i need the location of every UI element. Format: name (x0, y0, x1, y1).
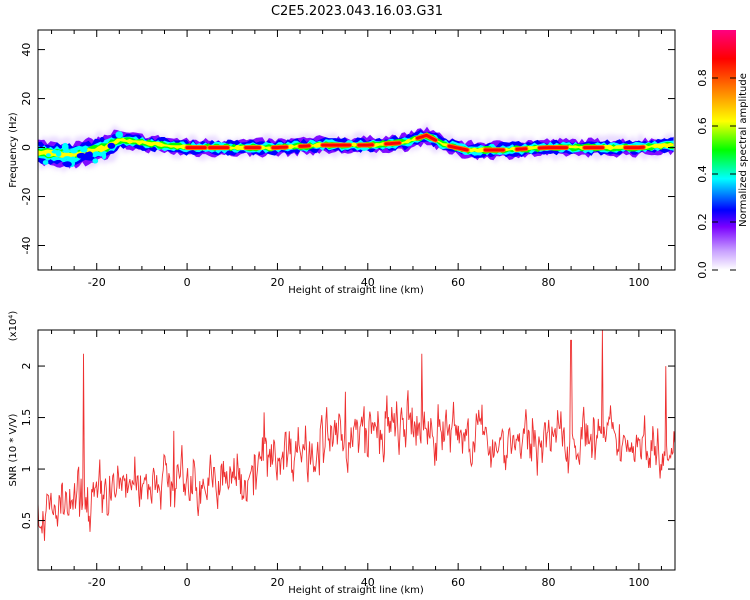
spectrogram-frame (37, 29, 676, 271)
snr-xlabel: Height of straight line (km) (288, 585, 424, 596)
spectrogram-y-tick-label: 0 (20, 144, 33, 151)
spectrogram-ylabel: Frequency (Hz) (8, 112, 19, 188)
spectrogram-x-tick-label: 60 (451, 276, 465, 289)
spectrogram-x-tick-label: 40 (361, 276, 375, 289)
spectrogram-blob (45, 153, 51, 158)
spectrogram-blob (92, 158, 99, 164)
colorbar-tick-label: 0.2 (696, 213, 709, 231)
snr-y-tick-label: 2 (20, 363, 33, 370)
spectrogram-blob (99, 136, 105, 143)
spectrogram-peak-band (447, 144, 469, 152)
spectrogram-blob (101, 152, 107, 160)
spectrogram-contour-5 (38, 134, 674, 158)
snr-x-tick-label: -20 (88, 576, 106, 589)
spectrogram-x-tick-label: 80 (542, 276, 556, 289)
spectrogram-blob (61, 142, 69, 151)
spectrogram-y-tick-label: -20 (20, 188, 33, 206)
colorbar-label: Normalized spectral amplitude (738, 73, 749, 227)
spectrogram-peak-band (384, 141, 401, 146)
snr-y-tick-label: 0.5 (20, 512, 33, 530)
spectrogram-y-tick-label: 20 (20, 92, 33, 106)
spectrogram-blob (92, 151, 101, 157)
spectrogram-ticks: -20 0 20 40 60 80 100 -40 -20 0 20 40 (20, 30, 675, 289)
colorbar-ticks: 0.0 0.2 0.4 0.6 0.8 (696, 69, 736, 279)
snr-x-tick-label: 100 (628, 576, 649, 589)
spectrogram-blob (115, 131, 123, 139)
spectrogram-peak-band (271, 145, 288, 150)
snr-frame (37, 329, 676, 571)
spectrogram-blob (85, 152, 90, 156)
snr-x-tick-label: 0 (184, 576, 191, 589)
spectrogram-y-tick-label: 40 (20, 43, 33, 57)
spectrogram-blob (63, 156, 72, 160)
spectrogram-plot: -20 0 20 40 60 80 100 -40 -20 0 20 40 Height of str… (8, 29, 676, 296)
spectrogram-blob (55, 150, 62, 157)
snr-x-tick-label: 80 (542, 576, 556, 589)
spectrogram-blob (69, 156, 77, 164)
spectrogram-peak-band (298, 144, 311, 148)
colorbar-tick-label: 0.0 (696, 261, 709, 279)
spectrogram-blob (42, 160, 49, 165)
spectrogram-blob (108, 150, 115, 154)
snr-x-tick-label: 40 (361, 576, 375, 589)
snr-ticks: -20 0 20 40 60 80 100 0.5 1 1.5 2 (20, 330, 675, 589)
colorbar-tick-label: 0.4 (696, 165, 709, 183)
spectrogram-blob (80, 147, 88, 153)
spectrogram-y-tick-label: -40 (20, 237, 33, 255)
spectrogram-blob (70, 148, 78, 154)
chart-title: C2E5.2023.043.16.03.G31 (271, 4, 443, 19)
colorbar: 0.0 0.2 0.4 0.6 0.8 Normalized spectral ampl… (696, 30, 749, 279)
spectrogram-blob (107, 142, 116, 149)
colorbar-tick-label: 0.8 (696, 69, 709, 87)
snr-y-tick-label: 1.5 (20, 409, 33, 427)
snr-plot: -20 0 20 40 60 80 100 0.5 1 1.5 2 Height of straig… (8, 311, 676, 596)
spectrogram-xlabel: Height of straight line (km) (288, 285, 424, 296)
snr-multiplier-label: (x10⁴) (8, 311, 19, 342)
spectrogram-x-tick-label: 0 (184, 276, 191, 289)
snr-y-tick-label: 1 (20, 466, 33, 473)
snr-ylabel: SNR (10 * V/V) (8, 413, 19, 486)
spectrogram-heat (38, 121, 674, 173)
spectrogram-x-tick-label: 20 (270, 276, 284, 289)
spectrogram-x-tick-label: -20 (88, 276, 106, 289)
spectrogram-blob (81, 155, 89, 159)
snr-x-tick-label: 20 (270, 576, 284, 589)
snr-series-line (38, 330, 675, 541)
spectrogram-peak-band (515, 147, 528, 151)
snr-x-tick-label: 60 (451, 576, 465, 589)
colorbar-gradient (712, 30, 736, 270)
spectrogram-x-tick-label: 100 (628, 276, 649, 289)
colorbar-tick-label: 0.6 (696, 117, 709, 135)
spectrogram-blob (63, 161, 72, 168)
spectrogram-peak-band (416, 133, 438, 142)
